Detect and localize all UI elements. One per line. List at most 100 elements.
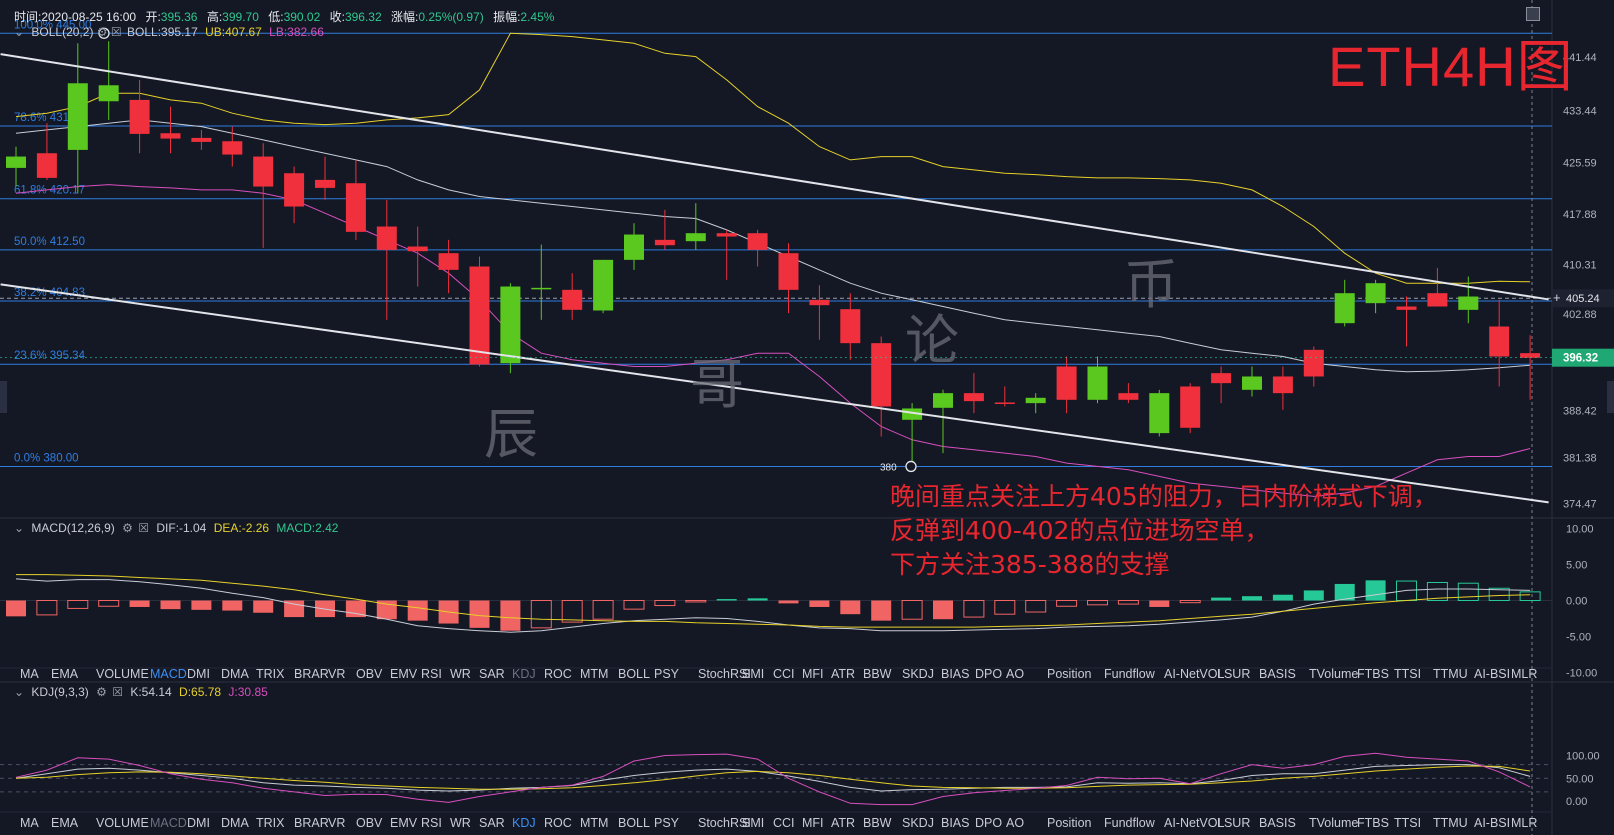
- macd-histogram-bar: [1488, 587, 1510, 602]
- indicator-tab-psy[interactable]: PSY: [654, 816, 680, 830]
- indicator-tab-smi[interactable]: SMI: [742, 667, 765, 681]
- indicator-tab-ao[interactable]: AO: [1006, 667, 1025, 681]
- indicator-tab-fundflow[interactable]: Fundflow: [1104, 816, 1155, 830]
- indicator-tab-dma[interactable]: DMA: [221, 667, 249, 681]
- close-icon[interactable]: ☒: [110, 25, 122, 39]
- boll-legend-name: BOLL(20,2): [31, 25, 94, 39]
- indicator-tab-dmi[interactable]: DMI: [187, 816, 210, 830]
- indicator-tab-basis[interactable]: BASIS: [1259, 816, 1296, 830]
- indicator-tab-mfi[interactable]: MFI: [802, 816, 824, 830]
- candle-body: [747, 233, 768, 250]
- gear-icon[interactable]: ⚙: [96, 25, 108, 39]
- close-icon[interactable]: ☒: [138, 521, 149, 535]
- indicator-tab-roc[interactable]: ROC: [544, 816, 572, 830]
- indicator-tab-macd[interactable]: MACD: [150, 816, 187, 830]
- indicator-tab-ema[interactable]: EMA: [51, 667, 79, 681]
- indicator-tab-obv[interactable]: OBV: [356, 667, 383, 681]
- indicator-tab-rsi[interactable]: RSI: [421, 667, 442, 681]
- indicator-tab-mlr[interactable]: MLR: [1511, 667, 1538, 681]
- indicator-tab-ttsi[interactable]: TTSI: [1394, 667, 1422, 681]
- kdj-d-line: [15, 765, 1531, 790]
- indicator-tab-stochrsi[interactable]: StochRSI: [698, 667, 751, 681]
- indicator-tab-skdj[interactable]: SKDJ: [902, 816, 934, 830]
- indicator-tab-psy[interactable]: PSY: [654, 667, 680, 681]
- indicator-tab-mtm[interactable]: MTM: [580, 816, 609, 830]
- indicator-tab-volume[interactable]: VOLUME: [96, 816, 149, 830]
- screenshot-icon[interactable]: [1526, 7, 1540, 21]
- indicator-tab-ema[interactable]: EMA: [51, 816, 79, 830]
- indicator-tab-ma[interactable]: MA: [20, 816, 39, 830]
- indicator-tab-macd[interactable]: MACD: [150, 667, 187, 681]
- macd-dea-line: [16, 574, 1531, 628]
- indicator-tab-bbw[interactable]: BBW: [863, 816, 892, 830]
- indicator-tab-bias[interactable]: BIAS: [941, 667, 970, 681]
- indicator-tab-stochrsi[interactable]: StochRSI: [698, 816, 751, 830]
- indicator-tab-volume[interactable]: VOLUME: [96, 667, 149, 681]
- indicator-tab-mlr[interactable]: MLR: [1511, 816, 1538, 830]
- indicator-tab-dpo[interactable]: DPO: [975, 816, 1003, 830]
- close-icon[interactable]: ☒: [112, 685, 123, 699]
- gear-icon[interactable]: ⚙: [122, 521, 133, 535]
- collapse-icon[interactable]: ⌄: [14, 25, 25, 39]
- collapse-icon[interactable]: ⌄: [14, 685, 25, 699]
- indicator-tab-vr[interactable]: VR: [328, 667, 346, 681]
- indicator-tab-fundflow[interactable]: Fundflow: [1104, 667, 1155, 681]
- indicator-tab-smi[interactable]: SMI: [742, 816, 765, 830]
- indicator-tab-sar[interactable]: SAR: [479, 667, 505, 681]
- collapse-icon[interactable]: ⌄: [14, 521, 25, 535]
- indicator-tab-skdj[interactable]: SKDJ: [902, 667, 934, 681]
- indicator-tab-position[interactable]: Position: [1047, 667, 1092, 681]
- indicator-tab-mtm[interactable]: MTM: [580, 667, 609, 681]
- indicator-tab-ftbs[interactable]: FTBS: [1357, 816, 1389, 830]
- indicator-tab-lsur[interactable]: LSUR: [1217, 667, 1251, 681]
- indicator-tab-obv[interactable]: OBV: [356, 816, 383, 830]
- gear-icon[interactable]: ⚙: [96, 685, 107, 699]
- indicator-tab-wr[interactable]: WR: [450, 816, 471, 830]
- indicator-tab-tvolume[interactable]: TVolume: [1309, 667, 1359, 681]
- indicator-tab-atr[interactable]: ATR: [831, 667, 856, 681]
- indicator-tab-brar[interactable]: BRAR: [294, 667, 329, 681]
- indicator-tab-roc[interactable]: ROC: [544, 667, 572, 681]
- indicator-tab-brar[interactable]: BRAR: [294, 816, 329, 830]
- indicator-tab-tvolume[interactable]: TVolume: [1309, 816, 1359, 830]
- indicator-tab-ttsi[interactable]: TTSI: [1394, 816, 1422, 830]
- indicator-tab-mfi[interactable]: MFI: [802, 667, 824, 681]
- indicator-tab-wr[interactable]: WR: [450, 667, 471, 681]
- indicator-tab-dpo[interactable]: DPO: [975, 667, 1003, 681]
- indicator-tab-trix[interactable]: TRIX: [256, 816, 285, 830]
- kdj-axis-tick-label: 100.00: [1566, 751, 1600, 763]
- indicator-tab-trix[interactable]: TRIX: [256, 667, 285, 681]
- indicator-tab-bbw[interactable]: BBW: [863, 667, 892, 681]
- indicator-tab-sar[interactable]: SAR: [479, 816, 505, 830]
- indicator-tab-boll[interactable]: BOLL: [618, 816, 650, 830]
- indicator-tab-ai-netvol[interactable]: AI-NetVOL: [1164, 816, 1225, 830]
- indicator-tab-dma[interactable]: DMA: [221, 816, 249, 830]
- indicator-tab-dmi[interactable]: DMI: [187, 667, 210, 681]
- indicator-tab-ttmu[interactable]: TTMU: [1433, 816, 1468, 830]
- indicator-tab-position[interactable]: Position: [1047, 816, 1092, 830]
- indicator-tab-cci[interactable]: CCI: [773, 816, 795, 830]
- indicator-tab-atr[interactable]: ATR: [831, 816, 856, 830]
- indicator-tab-vr[interactable]: VR: [328, 816, 346, 830]
- indicator-tab-kdj[interactable]: KDJ: [512, 816, 536, 830]
- indicator-tab-kdj[interactable]: KDJ: [512, 667, 536, 681]
- indicator-tab-ao[interactable]: AO: [1006, 816, 1025, 830]
- indicator-tab-bias[interactable]: BIAS: [941, 816, 970, 830]
- indicator-tab-emv[interactable]: EMV: [390, 667, 418, 681]
- candle-body: [1180, 386, 1201, 428]
- indicator-tab-rsi[interactable]: RSI: [421, 816, 442, 830]
- indicator-tab-ftbs[interactable]: FTBS: [1357, 667, 1389, 681]
- indicator-tab-lsur[interactable]: LSUR: [1217, 816, 1251, 830]
- indicator-tab-ai-bsi[interactable]: AI-BSI: [1474, 667, 1511, 681]
- candle-body: [191, 137, 212, 142]
- indicator-tab-boll[interactable]: BOLL: [618, 667, 650, 681]
- price-axis-tick-label: 410.31: [1563, 259, 1597, 271]
- indicator-tab-ai-bsi[interactable]: AI-BSI: [1474, 816, 1511, 830]
- candle-body: [654, 239, 675, 246]
- indicator-tab-cci[interactable]: CCI: [773, 667, 795, 681]
- indicator-tab-emv[interactable]: EMV: [390, 816, 418, 830]
- indicator-tab-basis[interactable]: BASIS: [1259, 667, 1296, 681]
- indicator-tab-ttmu[interactable]: TTMU: [1433, 667, 1468, 681]
- indicator-tab-ma[interactable]: MA: [20, 667, 39, 681]
- indicator-tab-ai-netvol[interactable]: AI-NetVOL: [1164, 667, 1225, 681]
